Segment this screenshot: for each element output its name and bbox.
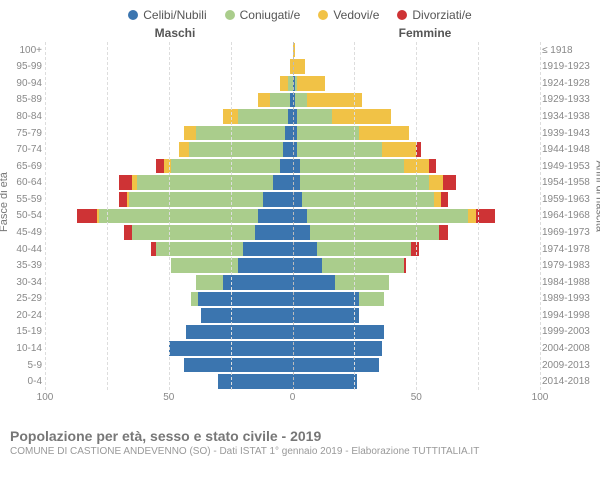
population-pyramid-chart: Fasce di età Anni di nascita 0-45-910-14… xyxy=(0,42,600,422)
legend-swatch xyxy=(397,10,407,20)
legend-swatch xyxy=(128,10,138,20)
age-label: 100+ xyxy=(0,42,42,59)
birth-label: 1964-1968 xyxy=(542,208,598,225)
legend-item: Coniugati/e xyxy=(225,8,301,22)
age-label: 75-79 xyxy=(0,125,42,142)
legend-item: Divorziati/e xyxy=(397,8,471,22)
birth-label: 1954-1958 xyxy=(542,174,598,191)
birth-label: 1919-1923 xyxy=(542,58,598,75)
age-label: 5-9 xyxy=(0,357,42,374)
age-label: 35-39 xyxy=(0,257,42,274)
age-label: 50-54 xyxy=(0,208,42,225)
birth-label: 2009-2013 xyxy=(542,357,598,374)
birth-label: 1934-1938 xyxy=(542,108,598,125)
age-label: 90-94 xyxy=(0,75,42,92)
birth-label: 1939-1943 xyxy=(542,125,598,142)
birth-label: 1994-1998 xyxy=(542,307,598,324)
birth-label: 1984-1988 xyxy=(542,274,598,291)
plot-area xyxy=(45,42,540,390)
legend-label: Divorziati/e xyxy=(412,8,471,22)
age-label: 15-19 xyxy=(0,324,42,341)
birth-label: ≤ 1918 xyxy=(542,42,598,59)
age-label: 10-14 xyxy=(0,340,42,357)
x-tick: 100 xyxy=(532,392,549,403)
footer: Popolazione per età, sesso e stato civil… xyxy=(0,422,600,457)
column-headers: Maschi Femmine xyxy=(0,26,600,42)
age-label: 0-4 xyxy=(0,373,42,390)
birth-label: 2004-2008 xyxy=(542,340,598,357)
x-tick: 100 xyxy=(37,392,54,403)
age-label: 65-69 xyxy=(0,158,42,175)
x-axis: 10050050100 xyxy=(45,392,540,408)
age-labels: 0-45-910-1415-1920-2425-2930-3435-3940-4… xyxy=(0,42,42,390)
birth-label: 1999-2003 xyxy=(542,324,598,341)
birth-label: 1989-1993 xyxy=(542,291,598,308)
legend-swatch xyxy=(318,10,328,20)
birth-label: 1929-1933 xyxy=(542,92,598,109)
birth-label: 1944-1948 xyxy=(542,141,598,158)
age-label: 55-59 xyxy=(0,191,42,208)
legend-label: Coniugati/e xyxy=(240,8,301,22)
age-label: 80-84 xyxy=(0,108,42,125)
chart-source: COMUNE DI CASTIONE ANDEVENNO (SO) - Dati… xyxy=(10,444,590,457)
birth-label: 1979-1983 xyxy=(542,257,598,274)
legend: Celibi/Nubili Coniugati/e Vedovi/e Divorzia… xyxy=(0,0,600,26)
age-label: 20-24 xyxy=(0,307,42,324)
header-male: Maschi xyxy=(50,26,300,40)
legend-label: Celibi/Nubili xyxy=(143,8,206,22)
legend-item: Celibi/Nubili xyxy=(128,8,206,22)
birth-label: 1924-1928 xyxy=(542,75,598,92)
legend-swatch xyxy=(225,10,235,20)
x-tick: 50 xyxy=(411,392,422,403)
x-tick: 0 xyxy=(290,392,296,403)
age-label: 85-89 xyxy=(0,92,42,109)
header-female: Femmine xyxy=(300,26,550,40)
age-label: 30-34 xyxy=(0,274,42,291)
age-label: 25-29 xyxy=(0,291,42,308)
age-label: 40-44 xyxy=(0,241,42,258)
birth-label: 1959-1963 xyxy=(542,191,598,208)
legend-item: Vedovi/e xyxy=(318,8,379,22)
age-label: 95-99 xyxy=(0,58,42,75)
birth-label: 1969-1973 xyxy=(542,224,598,241)
age-label: 45-49 xyxy=(0,224,42,241)
birth-year-labels: 2014-20182009-20132004-20081999-20031994… xyxy=(542,42,598,390)
x-tick: 50 xyxy=(163,392,174,403)
age-label: 70-74 xyxy=(0,141,42,158)
legend-label: Vedovi/e xyxy=(333,8,379,22)
chart-title: Popolazione per età, sesso e stato civil… xyxy=(10,428,590,444)
birth-label: 2014-2018 xyxy=(542,373,598,390)
age-label: 60-64 xyxy=(0,174,42,191)
birth-label: 1974-1978 xyxy=(542,241,598,258)
birth-label: 1949-1953 xyxy=(542,158,598,175)
